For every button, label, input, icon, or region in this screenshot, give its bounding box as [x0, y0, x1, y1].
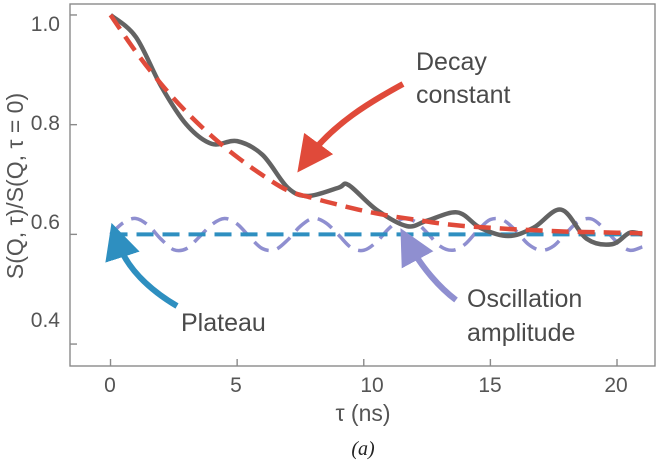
x-tick-label-0: 0 [104, 374, 116, 397]
x-axis-title: τ (ns) [335, 400, 390, 426]
plateau-annotation-label: Plateau [181, 309, 266, 337]
figure-caption: (a) [351, 438, 375, 460]
y-tick-label-3: 1.0 [31, 13, 60, 36]
oscillation-annotation-line-1: Oscillation [467, 285, 582, 313]
x-tick-label-4: 20 [604, 374, 627, 397]
decay-series-line [108, 13, 643, 236]
y-tick-label-0: 0.4 [31, 309, 61, 332]
oscillation-annotation-line-2: amplitude [467, 319, 575, 347]
tick-marks [70, 14, 618, 366]
decay-annotation-line-2: constant [416, 81, 511, 109]
decay-annotation-line-1: Decay [416, 48, 487, 76]
x-tick-label-1: 5 [230, 374, 242, 397]
oscillation-annotation-arrow [400, 228, 458, 303]
y-tick-label-2: 0.8 [31, 112, 60, 135]
series-layer [108, 13, 643, 253]
y-tick-label-1: 0.6 [31, 211, 60, 234]
y-axis-title: S(Q, τ)/S(Q, τ = 0) [2, 93, 28, 279]
plot-frame [69, 3, 656, 367]
total-series-line [109, 13, 643, 247]
oscillation-series-line [109, 216, 643, 253]
decay-annotation-arrow [297, 81, 405, 173]
x-tick-label-2: 10 [360, 374, 383, 397]
x-tick-label-3: 15 [478, 374, 501, 397]
plateau-annotation-arrow [105, 222, 179, 309]
